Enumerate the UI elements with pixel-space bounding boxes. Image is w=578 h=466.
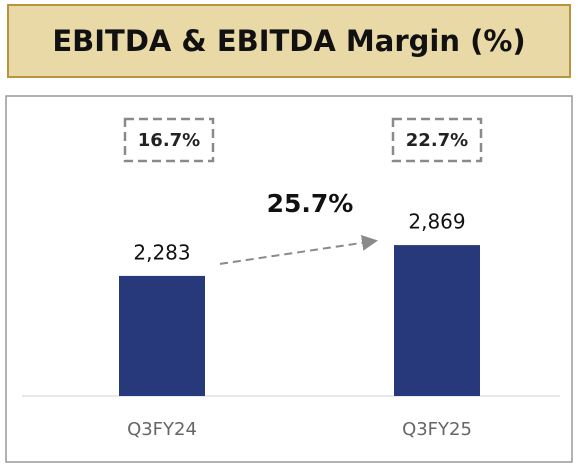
margin-label: 16.7%: [138, 130, 200, 151]
margin-box: [123, 117, 215, 163]
x-tick-label: Q3FY24: [127, 419, 197, 440]
title-box: [7, 4, 571, 78]
bar: [394, 245, 480, 396]
value-label: 2,869: [408, 210, 465, 234]
chart-title: EBITDA & EBITDA Margin (%): [52, 24, 525, 58]
bar: [119, 275, 205, 396]
x-tick-label: Q3FY25: [402, 419, 472, 440]
margin-box: [391, 117, 483, 163]
margin-label: 22.7%: [406, 130, 468, 151]
value-label: 2,283: [133, 240, 190, 264]
panel: [5, 95, 573, 463]
growth-label: 25.7%: [267, 189, 354, 218]
